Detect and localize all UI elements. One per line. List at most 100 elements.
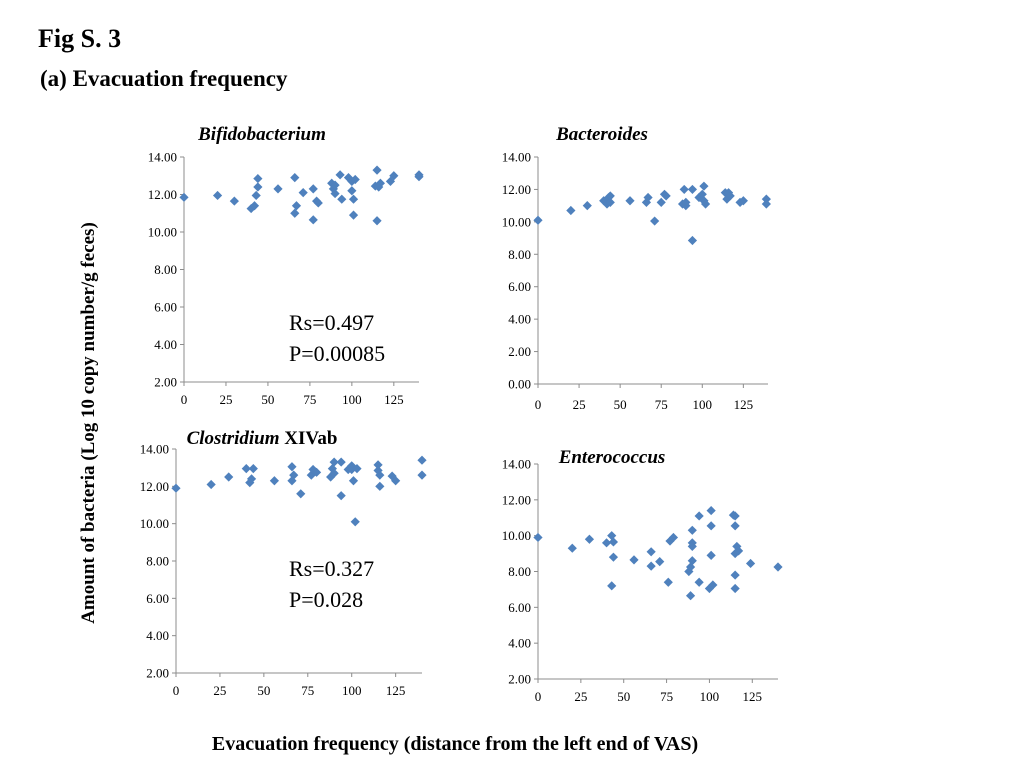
x-tick-label: 0 bbox=[535, 397, 542, 412]
data-point bbox=[229, 196, 239, 206]
data-point bbox=[273, 184, 283, 194]
y-tick-label: 6.00 bbox=[154, 300, 177, 315]
data-point bbox=[329, 457, 339, 467]
x-tick-label: 100 bbox=[342, 683, 362, 698]
data-point bbox=[249, 201, 260, 211]
y-tick-label: 2.00 bbox=[508, 344, 531, 359]
data-point bbox=[330, 180, 340, 190]
data-point bbox=[700, 199, 711, 209]
data-point bbox=[289, 470, 299, 480]
y-tick-label: 2.00 bbox=[508, 672, 531, 687]
data-point bbox=[350, 517, 360, 527]
y-tick-label: 14.00 bbox=[502, 150, 531, 165]
data-point bbox=[694, 511, 704, 521]
data-point bbox=[296, 489, 306, 499]
data-point bbox=[685, 591, 696, 601]
data-point bbox=[241, 464, 251, 474]
y-tick-label: 2.00 bbox=[146, 666, 169, 681]
data-point bbox=[375, 178, 385, 188]
data-point bbox=[372, 165, 382, 175]
data-point bbox=[735, 197, 745, 207]
data-point bbox=[582, 201, 592, 211]
y-tick-label: 10.00 bbox=[148, 225, 177, 240]
data-point bbox=[708, 580, 718, 590]
data-point bbox=[533, 532, 543, 543]
x-tick-label: 0 bbox=[535, 689, 542, 704]
x-tick-label: 0 bbox=[181, 392, 188, 407]
data-point bbox=[661, 191, 671, 201]
data-point bbox=[663, 577, 673, 587]
data-point bbox=[335, 170, 345, 180]
y-tick-label: 6.00 bbox=[508, 600, 531, 615]
data-point bbox=[730, 511, 740, 521]
data-point bbox=[732, 541, 742, 552]
data-point bbox=[567, 543, 577, 553]
data-point bbox=[290, 173, 300, 183]
data-point bbox=[601, 538, 612, 548]
data-point bbox=[328, 184, 338, 194]
data-point bbox=[246, 474, 257, 484]
data-point bbox=[730, 583, 740, 594]
data-point bbox=[251, 190, 261, 201]
data-point bbox=[706, 550, 716, 560]
panel-title: Bacteroides bbox=[555, 124, 648, 145]
data-point bbox=[738, 196, 748, 206]
data-point bbox=[656, 197, 666, 207]
data-point bbox=[179, 192, 189, 202]
y-tick-label: 10.00 bbox=[140, 516, 169, 531]
y-tick-label: 14.00 bbox=[140, 442, 169, 457]
y-tick-label: 12.00 bbox=[502, 182, 531, 197]
data-point bbox=[761, 199, 771, 209]
x-tick-label: 0 bbox=[173, 683, 180, 698]
stat-annotation: Rs=0.497 bbox=[289, 310, 374, 335]
x-tick-label: 125 bbox=[386, 683, 406, 698]
data-point bbox=[375, 481, 385, 491]
data-point bbox=[723, 188, 734, 198]
data-point bbox=[311, 467, 322, 477]
x-tick-label: 75 bbox=[301, 683, 314, 698]
x-tick-label: 25 bbox=[219, 392, 232, 407]
data-point bbox=[389, 171, 399, 181]
data-point bbox=[290, 208, 300, 218]
y-tick-label: 12.00 bbox=[140, 479, 169, 494]
data-point bbox=[417, 470, 427, 480]
data-point bbox=[352, 464, 362, 474]
data-point bbox=[745, 558, 756, 569]
data-point bbox=[348, 194, 359, 204]
data-point bbox=[687, 556, 697, 566]
data-point bbox=[677, 199, 688, 209]
data-point bbox=[224, 472, 234, 482]
data-point bbox=[773, 562, 783, 572]
data-point bbox=[414, 172, 424, 182]
data-point bbox=[348, 210, 359, 220]
panel-title: Enterococcus bbox=[558, 447, 666, 468]
x-tick-label: 25 bbox=[573, 397, 586, 412]
data-point bbox=[605, 191, 615, 201]
data-point bbox=[668, 532, 679, 543]
x-axis-label: Evacuation frequency (distance from the … bbox=[211, 733, 699, 755]
y-tick-label: 4.00 bbox=[508, 636, 531, 651]
data-point bbox=[387, 471, 397, 481]
data-point bbox=[375, 470, 385, 480]
data-point bbox=[253, 173, 263, 184]
data-point bbox=[330, 188, 340, 199]
data-point bbox=[327, 464, 337, 474]
x-tick-label: 50 bbox=[617, 689, 630, 704]
data-point bbox=[308, 215, 318, 225]
data-point bbox=[730, 570, 740, 580]
data-point bbox=[313, 198, 323, 208]
panel-title: Clostridium XIVab bbox=[187, 428, 338, 449]
data-point bbox=[269, 476, 279, 486]
y-tick-label: 2.00 bbox=[154, 375, 177, 390]
data-point bbox=[347, 186, 357, 196]
data-point bbox=[347, 176, 357, 186]
data-point bbox=[584, 534, 595, 544]
data-point bbox=[245, 478, 255, 488]
data-point bbox=[417, 455, 427, 465]
x-tick-label: 125 bbox=[734, 397, 754, 412]
data-point bbox=[348, 476, 359, 486]
x-tick-label: 75 bbox=[303, 392, 316, 407]
